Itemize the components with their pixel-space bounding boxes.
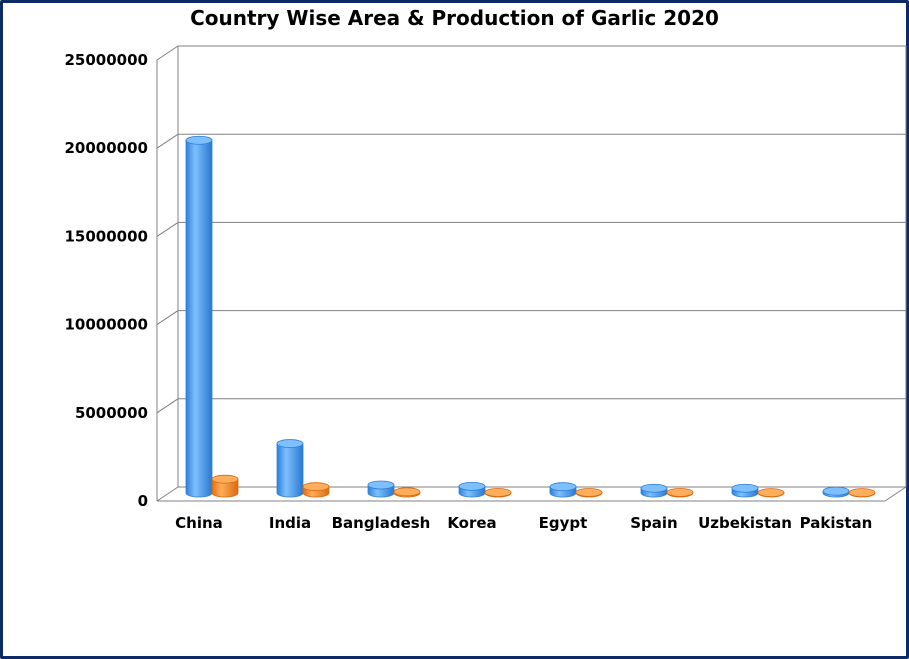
grid-diagonal [156,310,179,326]
bar-top [458,481,486,491]
x-tick-label: Bangladesh [332,514,431,532]
bar-series-1 [276,439,304,498]
x-tick-label: Pakistan [800,514,873,532]
bar-body [211,478,239,498]
bar-series-2 [393,487,421,498]
bar-top [549,482,577,492]
grid-diagonal [156,486,179,502]
bar-series-2 [666,488,694,498]
y-tick-label: 20000000 [65,139,149,157]
bar-top [666,488,694,497]
bar-series-1 [367,480,395,498]
bar-top [211,474,239,484]
x-tick-label: Spain [630,514,677,532]
y-tick-labels: 0 5000000 10000000 15000000 20000000 25000000 [65,51,149,510]
bar-series-2 [302,482,330,498]
bar-top [822,486,850,496]
bar-series-2 [757,488,785,498]
bar-series-1 [185,135,213,498]
bar-series-1 [640,483,668,498]
x-tick-label: Uzbekistan [698,514,792,532]
bar-top [276,439,304,448]
grid-lines [156,45,907,502]
floor-right-edge [884,486,907,502]
bar-body [185,139,213,498]
bar-series-1 [458,481,486,498]
grid-diagonal [156,133,179,149]
y-tick-label: 5000000 [75,404,148,422]
chart-title: Country Wise Area & Production of Garlic… [190,6,719,30]
bars [185,135,876,498]
grid-diagonal [156,221,179,237]
bar-series-2 [575,488,603,498]
x-tick-label: Egypt [539,514,588,532]
bar-series-2 [211,474,239,498]
bar-top [575,488,603,497]
x-tick-label: Korea [447,514,496,532]
grid-diagonal [156,45,179,61]
y-tick-label: 15000000 [65,227,149,245]
y-tick-label: 25000000 [65,51,149,69]
bar-top [848,488,876,498]
bar-top [484,488,512,497]
bar-top [640,483,668,493]
y-tick-label: 0 [138,492,148,510]
bar-series-1 [822,486,850,498]
x-tick-label: China [175,514,223,532]
bar-top [185,135,213,145]
bar-series-2 [484,488,512,498]
bar-series-1 [549,482,577,498]
bar-series-2 [848,488,876,498]
y-tick-label: 10000000 [65,316,149,334]
bar-top [393,487,421,497]
grid-diagonal [156,398,179,414]
bar-body [276,443,304,498]
x-tick-labels: China India Bangladesh Korea Egypt Spain Uzbek… [175,514,872,532]
bar-top [367,480,395,490]
bar-top [731,483,759,493]
bar-top [757,488,785,498]
bar-series-1 [731,483,759,498]
x-tick-label: India [269,514,311,532]
bar-top [302,482,330,492]
